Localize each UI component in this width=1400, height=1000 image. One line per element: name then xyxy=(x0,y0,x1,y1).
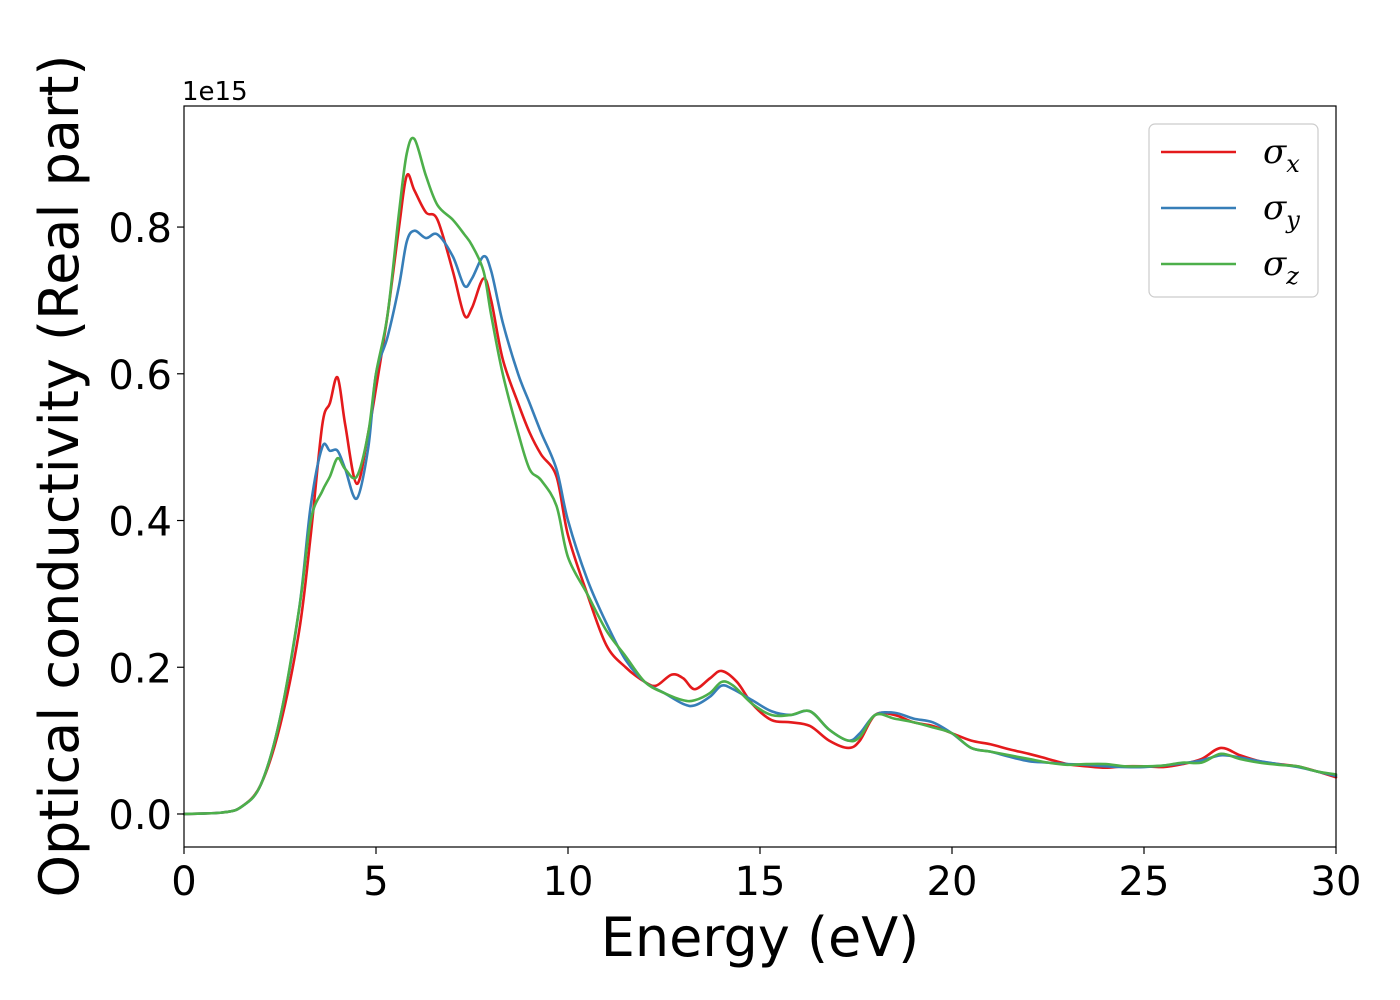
series-line-y xyxy=(182,229,1338,816)
y-tick-label: 0.8 xyxy=(108,206,172,252)
legend: σx σy σz xyxy=(1148,123,1319,298)
x-tick-label: 5 xyxy=(363,859,388,905)
legend-label-x: σx xyxy=(1263,132,1300,178)
y-tick-label: 0.2 xyxy=(108,646,172,692)
x-tick-label: 25 xyxy=(1119,859,1170,905)
y-tick-label: 0.0 xyxy=(108,793,172,839)
y-tick-label: 0.4 xyxy=(108,500,172,546)
x-axis-label: Energy (eV) xyxy=(601,906,920,969)
legend-label-y: σy xyxy=(1263,188,1300,234)
x-axis-ticks: 0 5 10 15 20 25 30 xyxy=(171,847,1361,905)
series-line-z xyxy=(182,136,1338,816)
legend-box xyxy=(1148,123,1319,298)
legend-label-z: σz xyxy=(1263,244,1299,290)
y-axis-label: Optical conductivity (Real part) xyxy=(28,55,91,898)
y-offset-label: 1e15 xyxy=(182,77,248,107)
y-axis-ticks: 0.0 0.2 0.4 0.6 0.8 xyxy=(108,206,184,839)
x-tick-label: 20 xyxy=(927,859,978,905)
x-tick-label: 15 xyxy=(735,859,786,905)
x-tick-label: 30 xyxy=(1311,859,1362,905)
series-lines xyxy=(182,136,1338,816)
x-tick-label: 10 xyxy=(543,859,594,905)
y-tick-label: 0.6 xyxy=(108,353,172,399)
x-tick-label: 0 xyxy=(171,859,196,905)
plot-area xyxy=(184,106,1336,847)
